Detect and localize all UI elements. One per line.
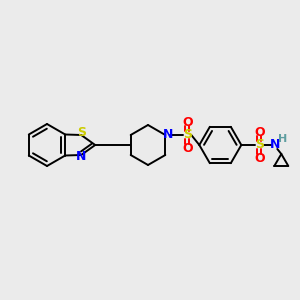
- Text: S: S: [255, 139, 264, 152]
- Text: O: O: [182, 116, 193, 128]
- Text: O: O: [182, 142, 193, 154]
- Text: N: N: [270, 139, 280, 152]
- Text: O: O: [254, 125, 265, 139]
- Text: N: N: [76, 151, 86, 164]
- Text: S: S: [183, 128, 192, 142]
- Text: N: N: [163, 128, 173, 142]
- Text: H: H: [278, 134, 287, 144]
- Text: O: O: [254, 152, 265, 164]
- Text: S: S: [77, 127, 86, 140]
